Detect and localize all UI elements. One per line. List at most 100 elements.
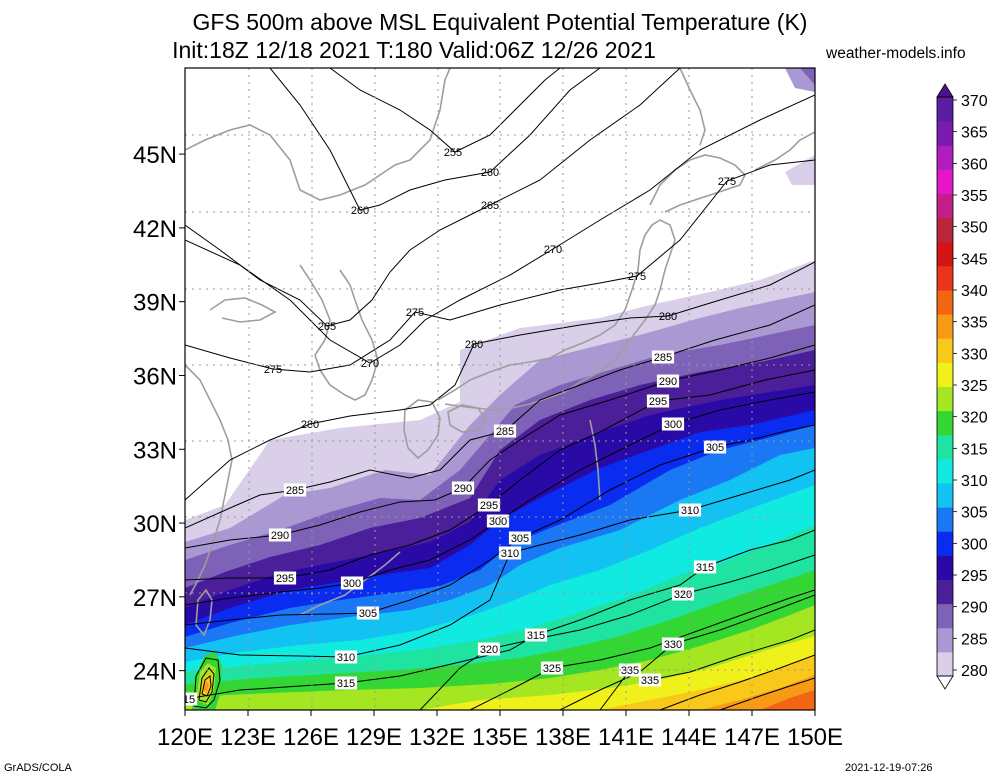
contour-label-box <box>678 503 702 517</box>
coast-shandong <box>209 297 277 323</box>
x-tick-label: 123E <box>220 724 276 751</box>
y-tick-label: 36N <box>133 363 177 390</box>
colorbar-swatch <box>937 97 953 122</box>
colorbar-swatch <box>937 386 953 412</box>
colorbar-label: 350 <box>961 220 988 237</box>
colorbar-frame <box>936 96 954 677</box>
site-label: weather-models.info <box>826 45 966 62</box>
contour-label: 315 <box>527 630 545 642</box>
contour-typhoon-1 <box>193 657 221 709</box>
coast-kyushu <box>403 399 441 460</box>
colorbar-swatch <box>937 555 953 580</box>
x-tick-label: 138E <box>535 724 591 751</box>
y-tick-label: 24N <box>133 659 177 686</box>
x-tick-label: 144E <box>661 724 717 751</box>
colorbar-label: 305 <box>961 505 988 522</box>
colorbar-swatch <box>937 314 953 339</box>
colorbar-swatch <box>937 265 953 291</box>
y-tick-label: 45N <box>133 142 177 169</box>
contour-290 <box>185 344 815 549</box>
colorbar-label: 315 <box>961 441 988 458</box>
coast-asia <box>185 68 451 201</box>
contour-325 <box>469 589 815 710</box>
colorbar-label: 310 <box>961 473 988 490</box>
colorbar-swatch <box>937 531 953 556</box>
coast-kurils <box>754 131 815 171</box>
contour-label-box <box>477 642 501 656</box>
contour-255 <box>329 68 561 153</box>
contour-label: 290 <box>659 376 677 388</box>
coast-izu <box>589 419 601 501</box>
colorbar-swatch <box>937 338 953 363</box>
contour-label-box <box>661 637 685 651</box>
contour-285 <box>185 304 815 529</box>
footer-credit: GrADS/COLA <box>4 762 72 774</box>
x-tick-label: 132E <box>409 724 465 751</box>
contour-label-box <box>356 606 380 620</box>
contour-label: 285 <box>496 426 514 438</box>
contour-label: 335 <box>641 675 659 687</box>
contour-label-box <box>661 417 685 431</box>
colorbar-label: 280 <box>961 663 988 680</box>
y-tick-label: 33N <box>133 437 177 464</box>
colorbar: 280 285 290 295 300 305 310 315 320 325 330 335 340 3… <box>936 83 988 690</box>
contour-label: 280 <box>465 339 483 351</box>
contour-label: 295 <box>276 573 294 585</box>
contour-label: 325 <box>543 663 561 675</box>
contour-label-box <box>693 560 717 574</box>
contour-label-box <box>671 587 695 601</box>
x-tick-label: 135E <box>472 724 528 751</box>
colorbar-swatch <box>937 241 953 267</box>
coast-korea <box>299 264 379 401</box>
contour-label-box <box>268 528 292 542</box>
contour-label: 290 <box>454 483 472 495</box>
axes: 120E 123E 126E 129E 132E 135E 138E 141E 144E 147E… <box>133 142 843 751</box>
contour-label: 300 <box>489 516 507 528</box>
contour-label: 300 <box>664 419 682 431</box>
colorbar-min-arrow <box>936 675 954 690</box>
colorbar-swatch <box>937 483 953 508</box>
contour-label: 300 <box>343 578 361 590</box>
contour-label-box <box>524 628 548 642</box>
contour-label-box <box>498 546 522 560</box>
contour-label: 260 <box>351 205 369 217</box>
colorbar-swatch <box>937 410 953 436</box>
contour-265 <box>185 68 681 327</box>
contour-label-box <box>651 350 675 364</box>
colorbar-label: 295 <box>961 568 988 585</box>
contour-280 <box>185 261 815 501</box>
contour-label: 315 <box>337 678 355 690</box>
x-tick-label: 126E <box>283 724 339 751</box>
y-tick-label: 27N <box>133 585 177 612</box>
colorbar-swatch <box>937 627 953 653</box>
contour-label: 275 <box>718 176 736 188</box>
contour-label: 275 <box>406 307 424 319</box>
map-panel: 255 260 260 265 265 270 270 275 275 275 275 280 280 2… <box>185 68 815 710</box>
contour-label: 310 <box>501 548 519 560</box>
contour-label-box <box>451 481 475 495</box>
colorbar-label: 370 <box>961 93 988 110</box>
colorbar-swatch <box>937 434 953 460</box>
contour-label-box <box>638 673 662 687</box>
contour-label: 310 <box>681 505 699 517</box>
colorbar-label: 320 <box>961 410 988 427</box>
x-tick-label: 147E <box>724 724 780 751</box>
colorbar-label: 360 <box>961 156 988 173</box>
contour-label: 305 <box>706 442 724 454</box>
contour-label: 285 <box>654 352 672 364</box>
contour-label: 330 <box>664 639 682 651</box>
contour-label-box <box>493 424 517 438</box>
contour-label: 320 <box>674 589 692 601</box>
colorbar-label: 345 <box>961 251 988 268</box>
colorbar-label: 325 <box>961 378 988 395</box>
chart-title: GFS 500m above MSL Equivalent Potential … <box>192 9 808 35</box>
contour-275 <box>185 159 815 373</box>
x-tick-label: 129E <box>346 724 402 751</box>
y-tick-label: 30N <box>133 511 177 538</box>
colorbar-swatch <box>937 121 953 146</box>
colorbar-label: 300 <box>961 536 988 553</box>
gridlines <box>185 68 815 710</box>
contour-label: 335 <box>621 665 639 677</box>
contour-label: 285 <box>286 485 304 497</box>
